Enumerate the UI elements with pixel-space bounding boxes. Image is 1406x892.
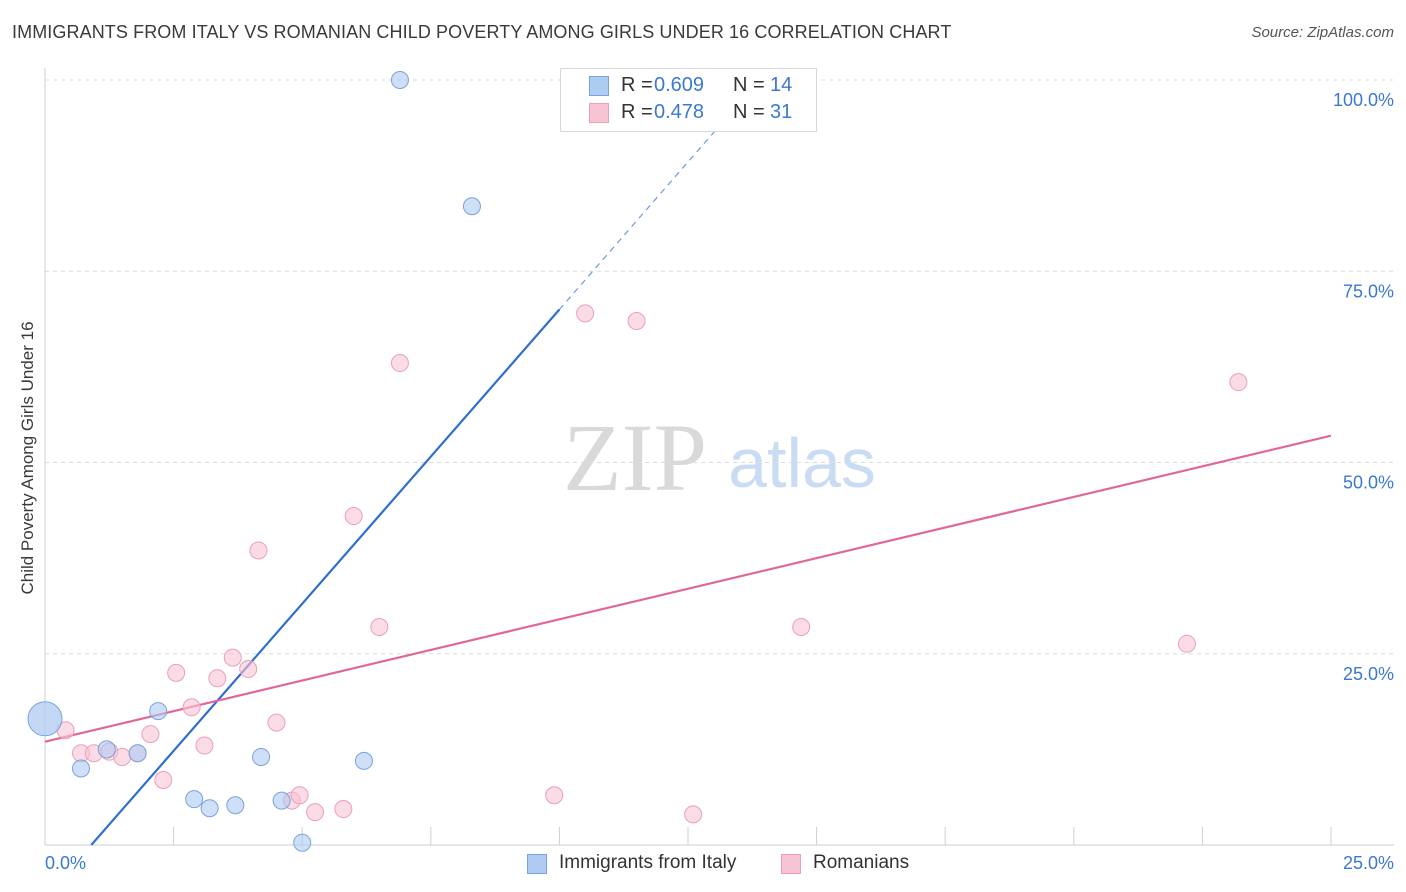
romanians-point xyxy=(576,304,595,323)
romanians-point xyxy=(154,770,173,789)
watermark-zip: ZIP xyxy=(563,404,707,511)
n-value: 31 xyxy=(770,101,793,123)
romanians-point xyxy=(627,311,646,330)
italy-legend-swatch xyxy=(527,854,547,874)
y-tick-label: 50.0% xyxy=(1343,473,1394,493)
y-tick-label: 25.0% xyxy=(1343,664,1394,684)
italy-point xyxy=(354,751,373,770)
romanians-trend-line xyxy=(44,434,1332,743)
romanians-point xyxy=(344,507,363,526)
r-value: 0.478 xyxy=(654,101,705,123)
y-tick-label: 100.0% xyxy=(1333,90,1394,110)
italy-point xyxy=(252,748,271,767)
x-tick-label-min: 0.0% xyxy=(45,853,86,873)
romanians-point xyxy=(113,748,132,767)
romanians-point xyxy=(290,786,309,805)
romanians-point xyxy=(195,736,214,755)
romanians-point xyxy=(239,660,258,679)
x-tick-label-max: 25.0% xyxy=(1343,853,1394,873)
italy-point xyxy=(185,790,204,809)
r-label: R = xyxy=(621,74,653,96)
romanians-legend-swatch xyxy=(781,854,801,874)
romanians-point xyxy=(370,617,389,636)
romanians-point xyxy=(249,541,268,560)
italy-point xyxy=(293,833,312,852)
italy-point xyxy=(149,702,168,721)
italy-legend-label: Immigrants from Italy xyxy=(559,852,737,873)
romanians-point xyxy=(684,805,703,824)
italy-point xyxy=(390,71,409,89)
source-attribution: Source: ZipAtlas.com xyxy=(1251,24,1394,41)
italy-swatch xyxy=(589,76,609,96)
italy-point xyxy=(462,197,481,216)
italy-point xyxy=(226,796,245,815)
romanians-point xyxy=(1229,373,1248,392)
chart-title: IMMIGRANTS FROM ITALY VS ROMANIAN CHILD … xyxy=(12,22,952,42)
italy-trend-extension xyxy=(558,102,740,310)
romanians-point xyxy=(182,698,201,717)
series-legend: Immigrants from Italy Romanians xyxy=(0,851,1406,877)
italy-point xyxy=(200,799,219,818)
romanians-point xyxy=(223,648,242,667)
italy-point xyxy=(72,759,91,778)
romanians-point xyxy=(334,800,353,819)
italy-point xyxy=(128,744,147,763)
n-value: 14 xyxy=(770,74,793,96)
stats-row-italy: R = 0.609 N = 14 xyxy=(561,73,816,99)
romanians-point xyxy=(267,713,286,732)
romanians-point xyxy=(545,786,564,805)
italy-point xyxy=(97,740,116,759)
stats-legend: R = 0.609 N = 14 R = 0.478 N = 31 xyxy=(560,68,817,132)
romanians-point xyxy=(792,617,811,636)
y-tick-label: 75.0% xyxy=(1343,281,1394,301)
r-label: R = xyxy=(621,101,653,123)
italy-trend-line xyxy=(90,308,561,846)
italy-point xyxy=(27,701,63,737)
romanians-swatch xyxy=(589,103,609,123)
romanians-legend-label: Romanians xyxy=(813,852,910,873)
romanians-point xyxy=(306,803,325,822)
r-value: 0.609 xyxy=(654,74,705,96)
italy-point xyxy=(272,791,291,810)
stats-row-romanians: R = 0.478 N = 31 xyxy=(561,100,816,126)
n-label: N = xyxy=(733,101,765,123)
romanians-point xyxy=(390,354,409,373)
romanians-point xyxy=(167,663,186,682)
n-label: N = xyxy=(733,74,765,96)
romanians-point xyxy=(141,725,160,744)
romanians-point xyxy=(208,669,227,688)
romanians-point xyxy=(1177,634,1196,653)
